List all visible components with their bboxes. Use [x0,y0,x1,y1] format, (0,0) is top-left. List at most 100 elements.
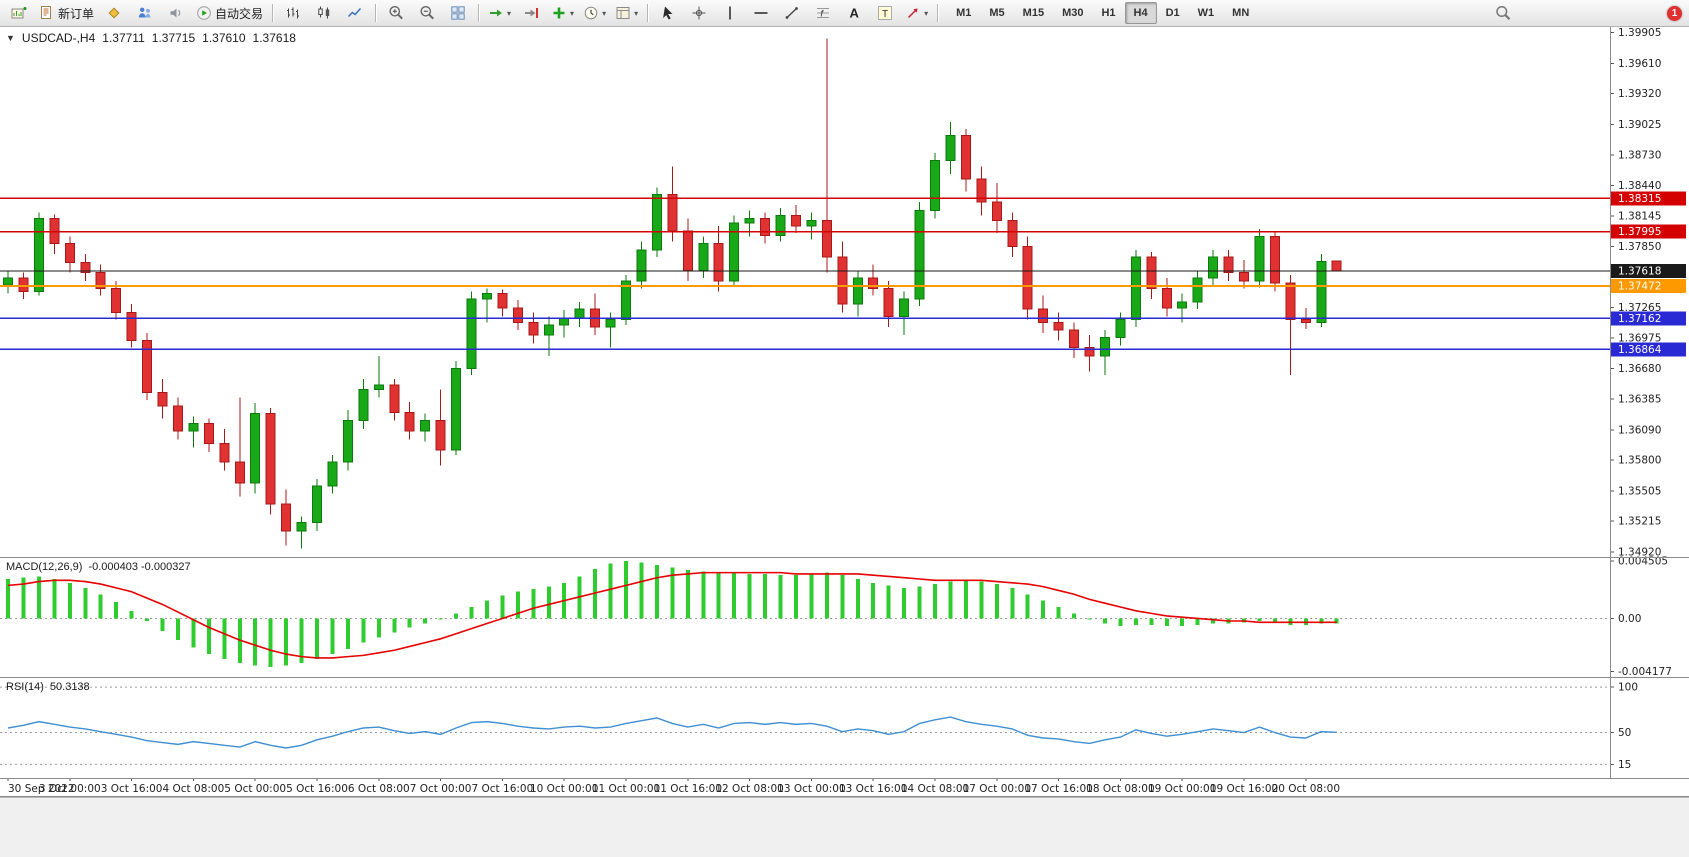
candle-body [760,218,771,236]
trendline-icon[interactable] [777,1,807,25]
chart-plot-area[interactable]: 1.39905 1.39610 1.39320 1.39025 1.38730 1.384… [0,27,1689,857]
timeframe-h4[interactable]: H4 [1124,2,1157,24]
price-tick-label: 1.39905 [1618,27,1661,39]
price-tick-label: 1.38145 [1618,210,1661,222]
candle-body [466,298,477,370]
timeframe-m5[interactable]: M5 [989,7,1005,19]
time-axis-label: 17 Oct 00:00 [963,783,1031,795]
price-marker-box [1611,224,1686,239]
candle-body [33,218,44,292]
price-axis[interactable] [1610,27,1689,778]
chart-line-icon[interactable] [340,1,370,25]
price-tick-label: 1.37850 [1618,241,1661,253]
zoom-out-icon[interactable] [412,1,442,25]
time-axis-label: 10 Oct 00:00 [530,783,598,795]
templates-icon[interactable]: ▾ [611,1,642,25]
time-axis-label: 13 Oct 00:00 [777,783,845,795]
chart-canvas[interactable]: 1.39905 1.39610 1.39320 1.39025 1.38730 1.384… [0,27,1689,857]
candle-body [528,322,539,336]
symbol-ohlc-line: ▼ USDCAD-,H4 1.37711 1.37715 1.37610 1.3… [6,31,296,45]
tile-windows-icon [450,5,466,21]
timeframe-w1[interactable]: W1 [1197,7,1215,19]
candle-body [373,384,384,390]
indicators-icon[interactable]: ▾ [547,1,578,25]
candle-body [574,308,585,320]
chart-candles-icon[interactable] [309,1,339,25]
macd-panel-resize-handle[interactable] [0,555,1610,559]
time-axis-label: 11 Oct 00:00 [592,783,660,795]
rsi-panel-resize-handle[interactable] [0,675,1610,679]
time-axis-label: 6 Oct 08:00 [348,783,410,795]
hline-icon[interactable] [746,1,776,25]
one-click-trading-arrow[interactable]: ▼ [6,33,15,43]
chart-shift-icon[interactable] [516,1,546,25]
auto-scroll-icon[interactable]: ▾ [484,1,515,25]
candle-body [1239,272,1249,282]
timeframe-m30[interactable]: M30 [1062,7,1084,19]
rsi-axis-label: 50 [1618,727,1631,739]
autotrading-icon [196,5,212,21]
price-tick-label: 1.35505 [1618,485,1661,497]
vline-icon[interactable] [715,1,745,25]
arrows-icon[interactable]: ▾ [901,1,932,25]
time-axis[interactable] [0,778,1610,797]
time-axis-label: 20 Oct 08:00 [1272,783,1340,795]
chevron-down-icon: ▾ [507,8,512,18]
time-axis-label: 30 Sep 2022 [8,783,75,795]
price-marker-box [1611,279,1686,294]
candle-body [1115,319,1126,338]
candle-body [945,134,956,161]
cursor-icon[interactable] [653,1,683,25]
rsi-indicator-label: RSI(14) 50.3138 [6,681,90,693]
timeframe-d1[interactable]: D1 [1165,7,1180,19]
candle-body [265,412,276,505]
timeframe-mn[interactable]: MN [1232,7,1250,19]
tile-windows-icon[interactable] [443,1,473,25]
candle-body [281,503,292,532]
community-icon[interactable] [130,1,160,25]
candle-body [1300,319,1311,324]
time-axis-label: 3 Oct 16:00 [101,783,163,795]
chart-bars-icon[interactable] [278,1,308,25]
crosshair-icon[interactable] [684,1,714,25]
autotrading-button[interactable]: 自动交易 [192,1,267,25]
candle-body [126,311,137,341]
candle-body [389,384,400,413]
rsi-axis-label: 100 [1618,682,1638,694]
price-tick-label: 1.36090 [1618,424,1661,436]
price-marker-label: 1.36864 [1618,344,1662,356]
search-button[interactable] [1488,1,1518,25]
panel-borders [0,27,1689,797]
rsi-value: 50.3138 [49,681,90,693]
community-icon [137,5,153,21]
price-tick-label: 1.38730 [1618,150,1661,162]
fibonacci-icon[interactable]: f [808,1,838,25]
macd-values: -0.000403 -0.000327 [88,561,191,573]
new-chart-icon[interactable] [4,1,34,25]
candle-body [157,391,168,407]
timeframe-h1[interactable]: H1 [1101,7,1116,19]
chevron-down-icon: ▾ [634,8,639,18]
sounds-icon[interactable] [161,1,191,25]
chart-line-icon [347,5,363,21]
candle-body [142,339,153,393]
timeframe-m15[interactable]: M15 [1022,7,1045,19]
candle-body [852,277,863,305]
zoom-in-icon[interactable] [381,1,411,25]
candle-body [1084,347,1095,357]
price-axis-labels: 1.39905 1.39610 1.39320 1.39025 1.38730 1.384… [1610,27,1686,558]
candle-body [1099,336,1110,357]
candle-body [1038,308,1049,324]
label-icon[interactable]: T [870,1,900,25]
metaeditor-icon[interactable] [99,1,129,25]
periods-icon[interactable]: ▾ [579,1,610,25]
candlestick-series [3,38,1342,549]
text-icon[interactable]: A [839,1,869,25]
zoom-out-icon [419,5,435,21]
time-axis-label: 11 Oct 16:00 [654,783,722,795]
timeframe-m1[interactable]: M1 [956,7,972,19]
candle-body [1069,329,1080,349]
candle-body [605,319,616,328]
new-order-button[interactable]: 新订单 [35,1,98,25]
notification-badge[interactable]: 1 [1667,5,1682,21]
